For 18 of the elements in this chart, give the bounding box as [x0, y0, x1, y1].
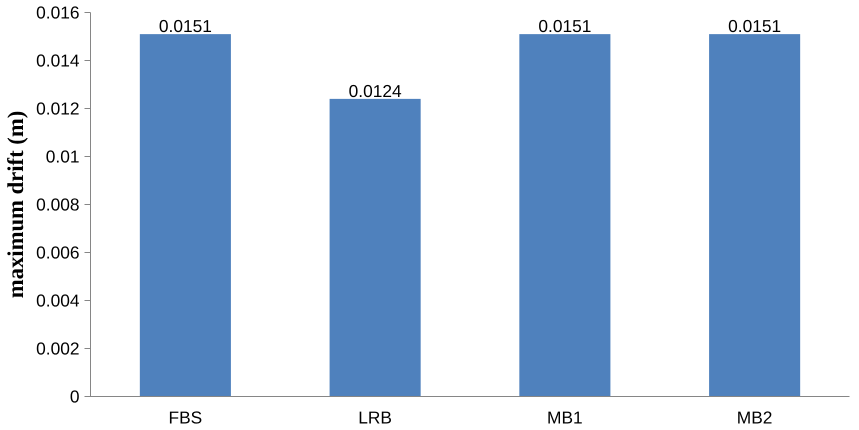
y-tick-label: 0.014 — [36, 50, 80, 70]
y-tick-label: 0.016 — [36, 2, 80, 22]
y-axis-title: maximum drift (m) — [3, 110, 28, 298]
x-tick-label: FBS — [168, 408, 202, 428]
y-tick-label: 0.012 — [36, 98, 80, 118]
x-tick-label: MB1 — [547, 408, 583, 428]
y-tick-label: 0.004 — [36, 290, 80, 310]
y-tick-label: 0.008 — [36, 194, 80, 214]
y-tick-label: 0 — [70, 386, 80, 406]
y-tick-label: 0.006 — [36, 242, 80, 262]
data-label: 0.0124 — [348, 80, 402, 101]
x-tick-label: MB2 — [736, 408, 772, 428]
data-label: 0.0151 — [728, 16, 782, 36]
data-label: 0.0151 — [158, 16, 212, 36]
y-tick-label: 0.01 — [46, 146, 80, 166]
x-tick-label: LRB — [358, 408, 392, 428]
y-tick-label: 0.002 — [36, 338, 80, 358]
data-label: 0.0151 — [538, 16, 592, 36]
